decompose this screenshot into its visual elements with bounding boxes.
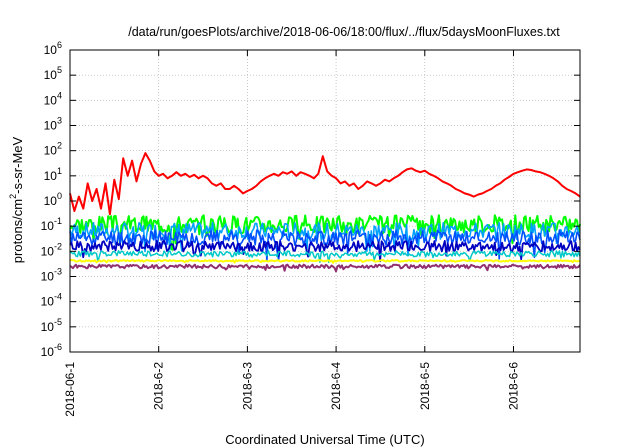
y-axis-title: protons/cm2-s-sr-MeV [8,136,25,263]
x-tick-label: 2018-6-2 [152,362,166,410]
x-axis-ticks: 2018-06-1 2018-6-2 2018-6-3 2018-6-4 2018-6-… [63,50,520,417]
series-line [69,263,581,273]
y-axis-ticks: 10-6 10-5 10-4 10-3 10-2 10-1 100 101 102 103 104 1… [41,40,580,359]
series-line [69,221,581,257]
x-tick-label: 2018-6-4 [329,362,343,410]
series-group [69,152,581,273]
grid-lines [70,50,580,352]
series-line [70,259,581,264]
y-tick-label: 105 [44,65,62,82]
series-line [69,214,581,251]
x-tick-label: 2018-06-1 [63,362,77,417]
y-tick-label: 10-4 [41,292,62,309]
x-tick-label: 2018-6-5 [418,362,432,410]
series-line [69,152,581,216]
y-tick-label: 103 [44,116,62,133]
series-line [69,240,581,263]
y-tick-label: 104 [44,90,62,107]
y-tick-label: 10-1 [41,216,62,233]
x-tick-label: 2018-6-6 [506,362,520,410]
y-tick-label: 102 [44,141,62,158]
series-line [69,250,581,264]
y-tick-label: 10-2 [41,241,62,258]
y-tick-label: 10-3 [41,267,62,284]
x-tick-label: 2018-6-3 [240,362,254,410]
chart-title: /data/run/goesPlots/archive/2018-06-06/1… [128,25,560,39]
y-tick-label: 10-6 [41,342,62,359]
x-axis-title: Coordinated Universal Time (UTC) [225,432,424,447]
y-tick-label: 106 [44,40,62,57]
y-tick-label: 10-5 [41,317,62,334]
y-tick-label: 101 [44,166,62,183]
series-line [69,229,581,261]
y-tick-label: 100 [44,191,62,208]
